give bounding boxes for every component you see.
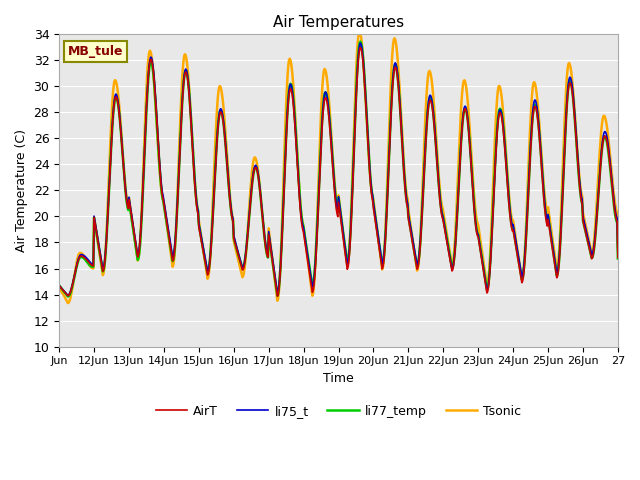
Y-axis label: Air Temperature (C): Air Temperature (C)	[15, 129, 28, 252]
li75_t	[65, 292, 72, 298]
li75_t	[132, 243, 140, 249]
li77_temp	[528, 122, 536, 128]
li75_t	[64, 292, 72, 298]
Line: li75_t: li75_t	[59, 43, 618, 295]
li77_temp	[132, 247, 140, 253]
AirT	[458, 124, 466, 130]
Tsonic	[179, 66, 187, 72]
AirT	[356, 45, 364, 50]
X-axis label: Time: Time	[323, 372, 354, 385]
AirT	[132, 240, 140, 246]
li77_temp	[55, 282, 63, 288]
Tsonic	[355, 31, 363, 37]
AirT	[614, 255, 621, 261]
AirT	[55, 283, 63, 288]
li77_temp	[179, 90, 187, 96]
Tsonic	[614, 243, 621, 249]
AirT	[528, 124, 536, 130]
AirT	[511, 240, 519, 246]
li75_t	[356, 40, 364, 46]
Line: AirT: AirT	[59, 48, 618, 296]
Line: li77_temp: li77_temp	[59, 42, 618, 297]
Tsonic	[55, 285, 63, 291]
li75_t	[55, 282, 63, 288]
li75_t	[528, 117, 536, 123]
AirT	[64, 293, 72, 299]
Tsonic	[64, 300, 72, 306]
AirT	[179, 103, 186, 108]
Tsonic	[65, 300, 72, 306]
Tsonic	[528, 92, 536, 98]
AirT	[273, 293, 281, 299]
li75_t	[458, 122, 466, 128]
Line: Tsonic: Tsonic	[59, 34, 618, 303]
Text: MB_tule: MB_tule	[68, 45, 123, 58]
li77_temp	[64, 294, 72, 300]
li75_t	[614, 251, 621, 257]
li77_temp	[511, 238, 519, 244]
Tsonic	[458, 89, 466, 95]
li75_t	[511, 235, 519, 240]
li77_temp	[458, 124, 466, 130]
li77_temp	[356, 39, 364, 45]
Tsonic	[132, 247, 140, 253]
li77_temp	[614, 256, 621, 262]
li77_temp	[65, 293, 72, 299]
Tsonic	[511, 232, 519, 238]
li75_t	[179, 88, 187, 94]
Title: Air Temperatures: Air Temperatures	[273, 15, 404, 30]
Legend: AirT, li75_t, li77_temp, Tsonic: AirT, li75_t, li77_temp, Tsonic	[151, 400, 526, 423]
